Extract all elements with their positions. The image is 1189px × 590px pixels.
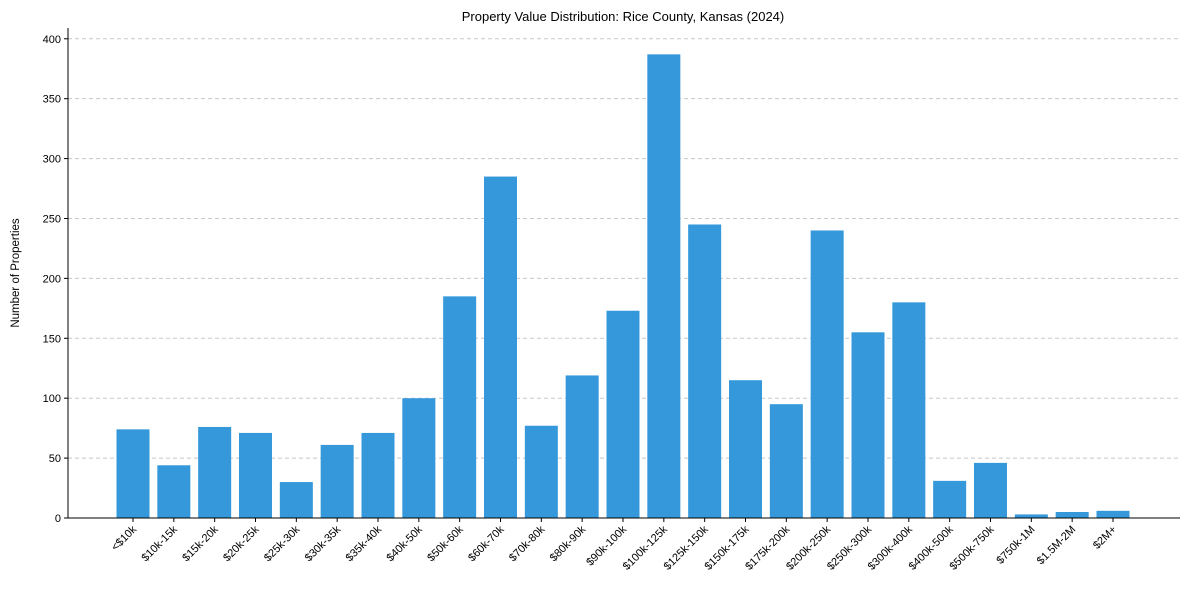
x-tick-label: $1.5M-2M xyxy=(1035,524,1079,568)
y-tick-label: 250 xyxy=(43,213,61,225)
y-tick-label: 150 xyxy=(43,333,61,345)
bar xyxy=(688,224,722,518)
y-tick-label: 200 xyxy=(43,273,61,285)
bar xyxy=(1055,512,1089,518)
bar xyxy=(116,429,150,518)
x-tick-label: $80k-90k xyxy=(548,523,589,564)
x-tick-label: $50k-60k xyxy=(425,523,466,564)
y-axis-label: Number of Properties xyxy=(10,218,22,328)
bar xyxy=(1014,514,1048,518)
bar xyxy=(729,380,762,518)
bar xyxy=(239,432,272,518)
bar xyxy=(402,398,436,518)
x-tick-label: $35k-40k xyxy=(344,523,385,564)
bar xyxy=(769,404,803,518)
y-tick-label: 100 xyxy=(43,393,61,405)
bar xyxy=(851,332,885,518)
y-tick-label: 400 xyxy=(43,34,61,46)
bar xyxy=(892,302,926,518)
x-tick-label: $30k-35k xyxy=(303,523,344,564)
bar xyxy=(320,444,354,518)
x-tick-label: $10k-15k xyxy=(139,523,180,564)
x-tick-label: $15k-20k xyxy=(180,523,221,564)
x-tick-label: $2M+ xyxy=(1091,524,1119,552)
bar xyxy=(974,462,1007,518)
bar xyxy=(361,432,395,518)
x-tick-label: $500k-750k xyxy=(947,523,996,572)
bar xyxy=(484,176,517,518)
y-tick-label: 0 xyxy=(55,513,61,525)
bar xyxy=(157,465,191,518)
bar xyxy=(606,310,640,518)
y-tick-label: 300 xyxy=(43,154,61,166)
bar xyxy=(443,296,477,518)
chart-title: Property Value Distribution: Rice County… xyxy=(462,9,785,24)
bar xyxy=(1096,510,1130,518)
bar xyxy=(933,480,967,518)
bar xyxy=(647,54,681,519)
bar xyxy=(198,426,232,518)
x-tick-label: <$10k xyxy=(109,523,139,553)
x-tick-label: $70k-80k xyxy=(507,523,548,564)
x-tick-label: $750k-1M xyxy=(994,524,1037,567)
y-tick-label: 350 xyxy=(43,94,61,106)
bar xyxy=(810,230,844,519)
bar xyxy=(565,375,599,518)
bar xyxy=(279,482,313,518)
x-tick-label: $20k-25k xyxy=(221,523,262,564)
x-tick-label: $60k-70k xyxy=(466,523,507,564)
x-tick-label: $40k-50k xyxy=(384,523,425,564)
y-tick-label: 50 xyxy=(49,453,61,465)
bar xyxy=(524,425,558,518)
x-tick-label: $25k-30k xyxy=(262,523,303,564)
